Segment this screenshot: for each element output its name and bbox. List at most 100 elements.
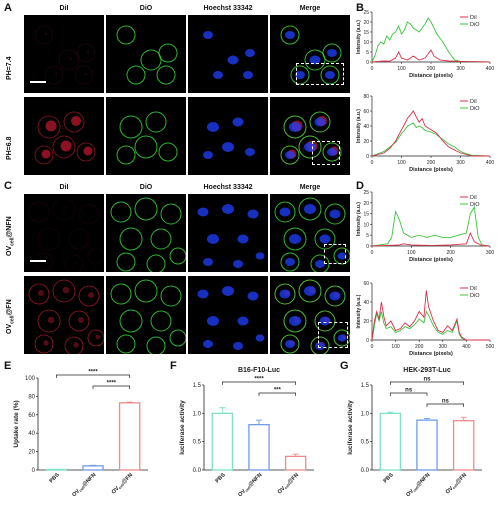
cell-membrane [274, 283, 296, 305]
micrograph-hoechst [188, 276, 268, 354]
x-tick-label: 100 [407, 250, 416, 256]
y-tick-label: 1.0 [361, 411, 370, 417]
nucleus [288, 234, 302, 244]
dii-signal [43, 340, 49, 346]
cell-membrane [280, 334, 300, 354]
nucleus [227, 55, 239, 65]
cell-membrane [37, 115, 61, 139]
cell-membrane [52, 135, 76, 159]
panel-label-a: A [4, 2, 12, 14]
dii-signal [60, 140, 72, 152]
cell-membrane [304, 49, 326, 71]
cell-membrane [156, 65, 176, 85]
cell-membrane [64, 336, 84, 354]
cell-membrane [76, 43, 96, 63]
cell-membrane [150, 228, 172, 250]
y-tick-label: 0.0 [193, 468, 202, 474]
panel-label-g: G [340, 360, 349, 372]
series-line-dii [371, 290, 490, 341]
dii-signal [50, 237, 52, 239]
dii-signal [75, 262, 77, 264]
cell-membrane [34, 145, 54, 165]
cell-membrane [52, 197, 76, 221]
series-line-dio [371, 205, 491, 247]
x-tick-label: 200 [446, 250, 455, 256]
cell-membrane [68, 228, 90, 250]
bar [379, 412, 402, 471]
nucleus [325, 70, 335, 80]
nucleus [337, 334, 347, 342]
significance-bracket [92, 385, 131, 389]
nucleus [288, 316, 302, 326]
nucleus [243, 70, 253, 80]
cell-membrane [324, 203, 346, 225]
legend-label: DiO [470, 293, 480, 299]
micrograph-dii [24, 194, 104, 272]
y-axis-label: Intensity (a.u.) [356, 109, 362, 143]
x-tick-label: 200 [427, 160, 436, 166]
dii-signal [54, 72, 58, 76]
dii-signal [95, 334, 101, 340]
nucleus [279, 207, 291, 217]
nucleus [247, 209, 259, 219]
bar [211, 412, 234, 471]
nucleus [245, 48, 255, 58]
nucleus [285, 257, 295, 267]
nucleus [197, 207, 209, 217]
x-tick-label: 300 [456, 66, 465, 72]
cell-membrane [324, 285, 346, 307]
y-axis-label: Intensity (a.u.) [356, 20, 362, 54]
dii-signal [88, 292, 94, 298]
y-tick-label: 20 [363, 20, 369, 26]
roi-box [296, 63, 344, 85]
legend-label: DiI [470, 15, 477, 21]
y-axis-label: Uptake rate (%) [13, 400, 20, 447]
panel-label-f: F [170, 360, 177, 372]
micrograph-dio [106, 15, 186, 93]
dii-signal [71, 116, 81, 126]
nucleus [203, 150, 213, 160]
cell-membrane [310, 254, 330, 272]
channel-header-merge-a: Merge [299, 5, 321, 12]
nucleus [303, 142, 317, 152]
nucleus [232, 117, 244, 127]
nucleus [314, 117, 326, 127]
y-tick-label: 0.5 [361, 440, 370, 446]
y-axis-label: Intensity (a.u.) [356, 202, 362, 236]
nucleus [279, 289, 291, 299]
significance-bracket [426, 403, 465, 407]
bar-chart-E: 0 20 40 60 80 100 Uptake rate (%) PBS OVcell@NFN… [13, 370, 148, 498]
cell-membrane [126, 65, 146, 85]
significance-bracket [55, 374, 131, 378]
category-label: OVcell@FN [445, 472, 468, 495]
series-line-dio [371, 17, 491, 63]
x-tick-label: 0 [371, 250, 374, 256]
legend-label: DiO [470, 22, 480, 28]
micrograph-merge [270, 97, 350, 175]
dii-signal [45, 120, 57, 132]
nucleus [288, 122, 302, 132]
cell-membrane [280, 252, 300, 272]
significance-label: *** [274, 388, 282, 394]
micrograph-merge [270, 15, 350, 93]
category-label: PBS [383, 472, 395, 484]
bar [248, 424, 270, 471]
cell-membrane [314, 228, 336, 250]
nucleus [237, 234, 249, 244]
line-profile-B1: 0 5 10 15 20 25 0 100 200 300 400 Distance (pixels)… [356, 10, 494, 79]
y-axis-label: luciferase activity [179, 400, 186, 455]
cell-membrane [169, 329, 186, 347]
x-tick-label: 200 [415, 344, 424, 350]
cell-membrane [74, 65, 94, 85]
category-label: OVcell@NFN [405, 472, 431, 498]
dii-signal [69, 57, 73, 61]
cell-membrane [160, 203, 182, 225]
dii-signal [44, 32, 48, 36]
nucleus [197, 289, 209, 299]
y-tick-label: 20 [363, 201, 369, 207]
cell-membrane [28, 283, 50, 305]
dii-signal [47, 316, 55, 324]
legend-label: DiO [470, 202, 480, 208]
x-axis-label: Distance (pixels) [409, 257, 453, 263]
